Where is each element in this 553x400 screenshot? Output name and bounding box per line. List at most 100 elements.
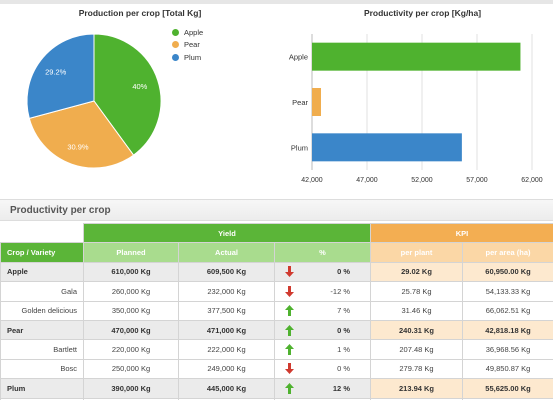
cell-pct: 7 %	[274, 300, 371, 321]
cell-planned: 610,000 Kg	[83, 261, 179, 283]
legend-label: Pear	[184, 40, 200, 50]
section-header: Productivity per crop	[0, 199, 553, 221]
table-row[interactable]: Pear 470,000 Kg 471,000 Kg 0 % 240.31 Kg 42,8…	[0, 319, 553, 341]
table-row[interactable]: Apple 610,000 Kg 609,500 Kg 0 % 29.02 Kg 60,9…	[0, 261, 553, 283]
cell-planned: 350,000 Kg	[83, 300, 179, 321]
cell-per-area: 36,968.56 Kg	[461, 339, 553, 360]
pie-slice-apple[interactable]	[93, 33, 162, 156]
cell-actual: 609,500 Kg	[178, 261, 275, 283]
cell-pct-value: 1 %	[337, 345, 350, 355]
legend-item-apple[interactable]: Apple	[172, 26, 203, 39]
pie-slice-plum[interactable]	[26, 33, 95, 119]
cell-per-area: 49,850.87 Kg	[461, 358, 553, 380]
pie-data-label: 30.9%	[67, 142, 89, 151]
cell-pct: 12 %	[274, 378, 371, 399]
cell-per-plant: 29.02 Kg	[370, 261, 463, 283]
col-per-area[interactable]: per area (ha)	[461, 242, 553, 263]
arrow-up-icon	[285, 344, 294, 356]
cell-pct: -12 %	[274, 281, 371, 302]
cell-per-area: 60,950.00 Kg	[461, 261, 553, 283]
cell-crop: Pear	[0, 319, 84, 341]
cell-actual: 222,000 Kg	[178, 339, 275, 360]
cell-pct-value: 0 %	[337, 325, 350, 335]
x-tick-label: 42,000	[301, 177, 323, 184]
table-row[interactable]: Gala 260,000 Kg 232,000 Kg -12 % 25.78 Kg 54,…	[0, 281, 553, 302]
col-per-plant[interactable]: per plant	[370, 242, 463, 263]
cell-crop: Plum	[0, 378, 84, 399]
table-row[interactable]: Bartlett 220,000 Kg 222,000 Kg 1 % 207.48 Kg…	[0, 339, 553, 360]
cell-per-plant: 279.78 Kg	[370, 358, 463, 380]
bar-apple[interactable]	[312, 42, 521, 71]
bar-chart: 42,000 47,000 52,000 57,000 62,000 Apple Pear P…	[289, 34, 543, 184]
cell-pct: 0 %	[274, 319, 371, 341]
cell-planned: 390,000 Kg	[83, 378, 179, 399]
cell-planned: 260,000 Kg	[83, 281, 179, 302]
cell-planned: 220,000 Kg	[83, 339, 179, 360]
cell-pct-value: 12 %	[332, 383, 350, 393]
pie-data-label: 29.2%	[45, 68, 67, 77]
cell-per-area: 66,062.51 Kg	[461, 300, 553, 321]
bar-plum[interactable]	[312, 133, 462, 162]
table-row[interactable]: Plum 390,000 Kg 445,000 Kg 12 % 213.94 Kg 55,…	[0, 378, 553, 399]
legend-dot-plum	[172, 53, 179, 61]
col-crop[interactable]: Crop / Variety	[0, 242, 84, 263]
cell-pct: 0 %	[274, 261, 371, 283]
cell-crop: Bosc	[0, 358, 84, 380]
header-kpi: KPI	[369, 222, 553, 244]
cell-actual: 232,000 Kg	[178, 281, 275, 302]
legend-label: Plum	[184, 52, 202, 62]
productivity-table: Yield KPI Crop / Variety Planned Actual …	[0, 222, 553, 400]
legend-dot-apple	[172, 28, 179, 36]
arrow-down-icon	[285, 363, 294, 375]
x-tick-label: 57,000	[466, 177, 488, 184]
cell-per-plant: 240.31 Kg	[370, 319, 463, 341]
cell-pct-value: 0 %	[337, 267, 350, 277]
top-bar	[0, 0, 553, 4]
cell-planned: 470,000 Kg	[83, 319, 179, 341]
cell-crop: Golden delicious	[0, 300, 84, 321]
cell-pct-value: 7 %	[337, 306, 350, 316]
arrow-down-icon	[285, 266, 294, 278]
arrow-up-icon	[285, 305, 294, 317]
cell-pct-value: -12 %	[330, 286, 350, 296]
cell-planned: 250,000 Kg	[83, 358, 179, 380]
cell-actual: 377,500 Kg	[178, 300, 275, 321]
legend-label: Apple	[184, 27, 204, 37]
pie-chart-title: Production per crop [Total Kg]	[78, 8, 202, 18]
x-tick-label: 62,000	[521, 177, 543, 184]
col-actual[interactable]: Actual	[178, 242, 275, 263]
legend-item-plum[interactable]: Plum	[172, 51, 203, 64]
y-tick-label: Pear	[292, 98, 308, 107]
arrow-up-icon	[285, 324, 294, 336]
table-row[interactable]: Avalon plum210,000 Kg235,000 Kg11 %191.0…	[0, 397, 553, 400]
col-planned[interactable]: Planned	[83, 242, 179, 263]
table-row[interactable]: Bosc 250,000 Kg 249,000 Kg 0 % 279.78 Kg 49,8…	[0, 358, 553, 380]
table-row[interactable]: Golden delicious 350,000 Kg 377,500 Kg 7 % 3…	[0, 300, 553, 321]
cell-actual: 249,000 Kg	[178, 358, 275, 380]
pie-legend: Apple Pear Plum	[172, 26, 203, 64]
cell-pct: 1 %	[274, 339, 371, 360]
cell-per-plant: 207.48 Kg	[370, 339, 463, 360]
cell-per-area: 54,133.33 Kg	[461, 281, 553, 302]
section-title: Productivity per crop	[10, 205, 111, 216]
cell-pct: 0 %	[274, 358, 371, 380]
legend-item-pear[interactable]: Pear	[172, 39, 203, 52]
legend-dot-pear	[172, 41, 179, 49]
arrow-up-icon	[285, 382, 294, 394]
cell-per-plant: 213.94 Kg	[370, 378, 463, 399]
cell-per-plant: 25.78 Kg	[370, 281, 463, 302]
cell-per-area: 55,625.00 Kg	[461, 378, 553, 399]
bar-chart-title: Productivity per crop [Kg/ha]	[363, 8, 482, 18]
cell-crop: Bartlett	[0, 339, 84, 360]
pie-data-label: 40%	[132, 82, 147, 91]
cell-actual: 471,000 Kg	[178, 319, 275, 341]
cell-crop: Gala	[0, 281, 84, 302]
x-tick-label: 47,000	[356, 177, 378, 184]
cell-per-area: 42,818.18 Kg	[461, 319, 553, 341]
header-yield: Yield	[83, 222, 371, 244]
col-pct[interactable]: %	[274, 242, 371, 263]
pie-slice-pear[interactable]	[28, 100, 135, 169]
bar-pear[interactable]	[312, 88, 321, 116]
arrow-down-icon	[285, 285, 294, 297]
cell-crop: Apple	[0, 261, 84, 283]
